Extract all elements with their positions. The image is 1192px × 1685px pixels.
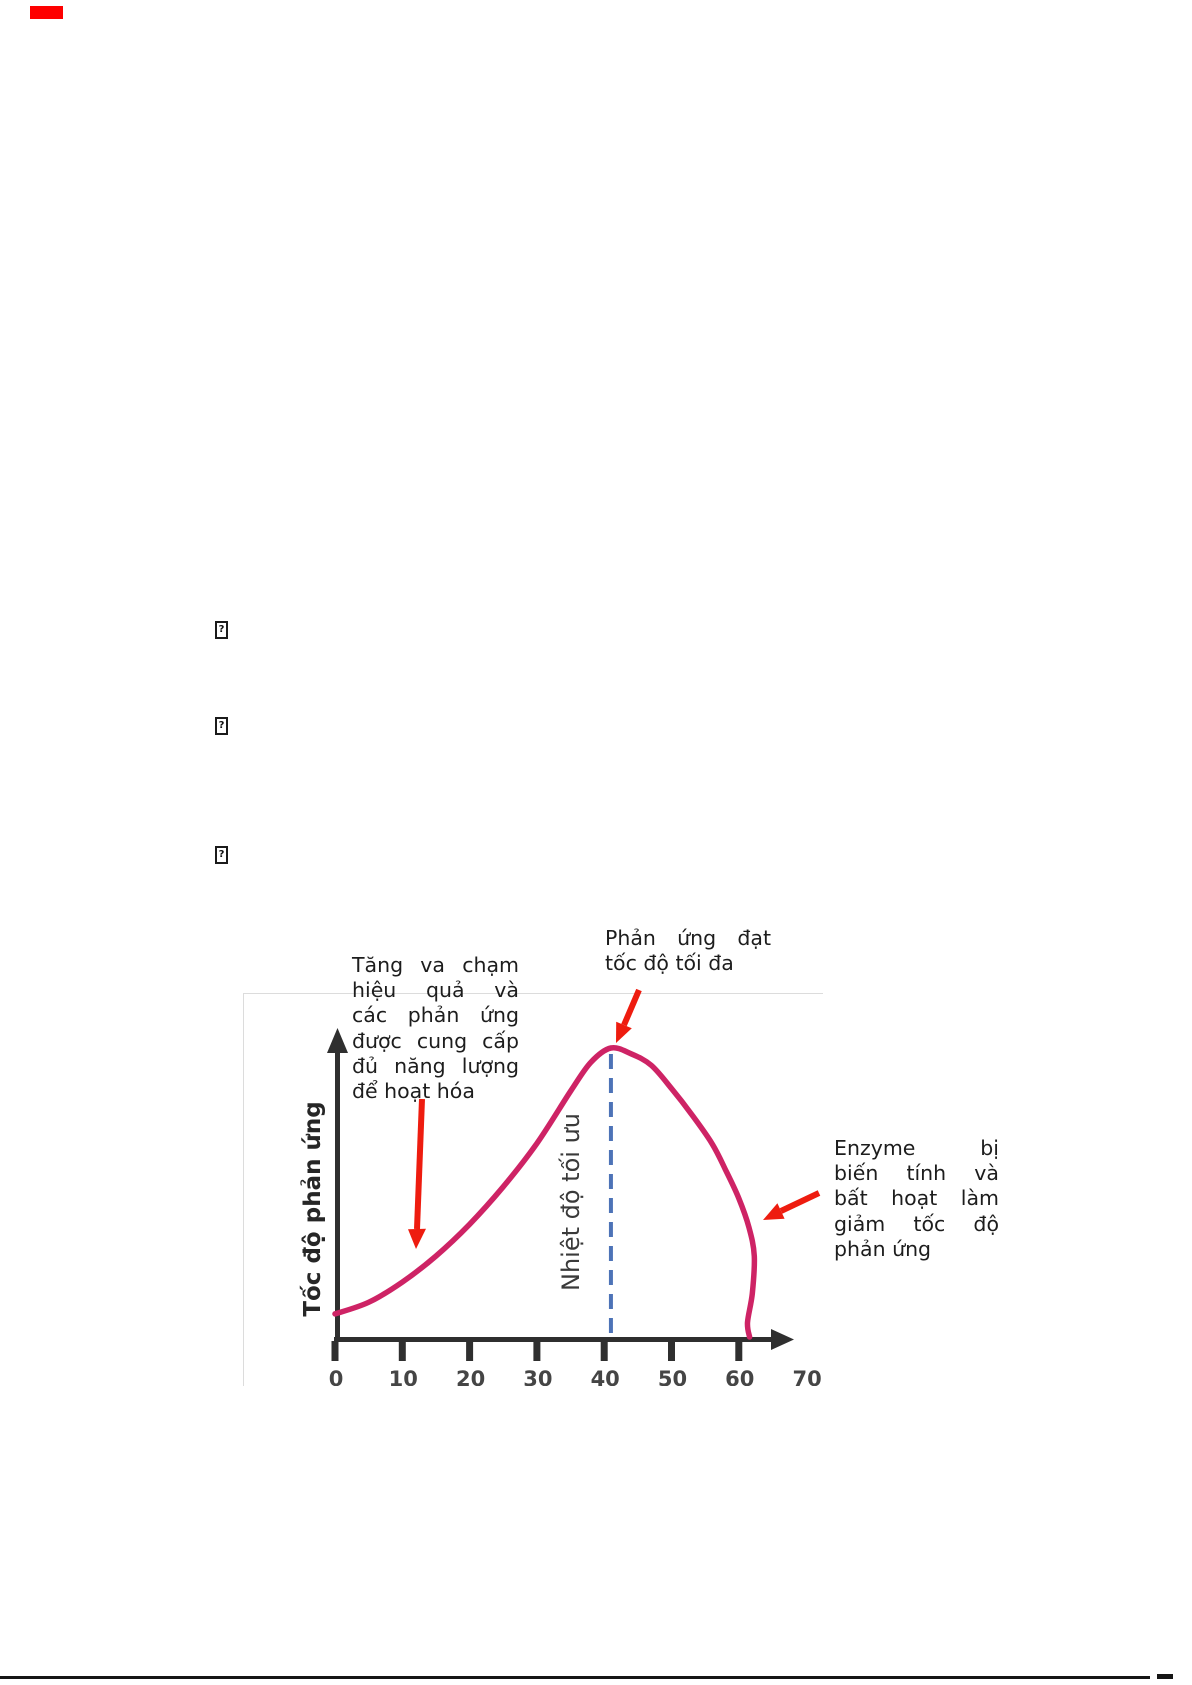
callout-collision-text: Tăng va chạm hiệu quả và các phản ứng được … [352,953,519,1104]
missing-glyph-box: ? [215,621,228,639]
callout-line: Phản ứng đạt [605,926,771,950]
callout-line: bất hoạt làm [834,1186,999,1211]
callout-line: Tăng va chạm [352,953,519,977]
x-tick-label: 20 [455,1367,486,1386]
figure-image-frame: 0 10 20 30 40 50 60 70 [243,993,823,1386]
x-tick-label: 50 [657,1367,688,1386]
red-marker [30,6,63,19]
callout-line: để hoạt hóa [352,1079,475,1104]
x-tick-label: 10 [388,1367,418,1386]
footer-rule [0,1676,1150,1679]
callout-line: giảm tốc độ [834,1211,999,1236]
callout-line: hiệu quả và [352,978,519,1003]
callout-line: tốc độ tối đa [605,951,734,976]
x-tick-label: 30 [523,1367,553,1386]
x-tick-label: 60 [725,1367,755,1386]
footer-rule-end-mark [1157,1674,1173,1679]
x-tick-label: 40 [590,1367,620,1386]
callout-peak-text: Phản ứng đạt tốc độ tối đa [605,926,771,976]
optimal-temp-label: Nhiệt độ tối ưu [557,1113,585,1291]
callout-line: được cung cấp [352,1028,519,1053]
callout-denature-text: Enzyme bị biến tính và bất hoạt làm giảm tố… [834,1136,999,1262]
missing-glyph-box: ? [215,846,228,864]
callout-line: biến tính và [834,1161,999,1186]
missing-glyph-box: ? [215,717,228,735]
callout-line: phản ứng [834,1236,932,1261]
x-tick-label: 0 [328,1367,344,1386]
callout-line: đủ năng lượng [352,1053,519,1078]
x-tick-label: 70 [792,1367,822,1386]
callout-line: các phản ứng [352,1003,519,1028]
y-axis-label: Tốc độ phản ứng [300,1101,326,1317]
callout-line: Enzyme bị [834,1136,999,1160]
